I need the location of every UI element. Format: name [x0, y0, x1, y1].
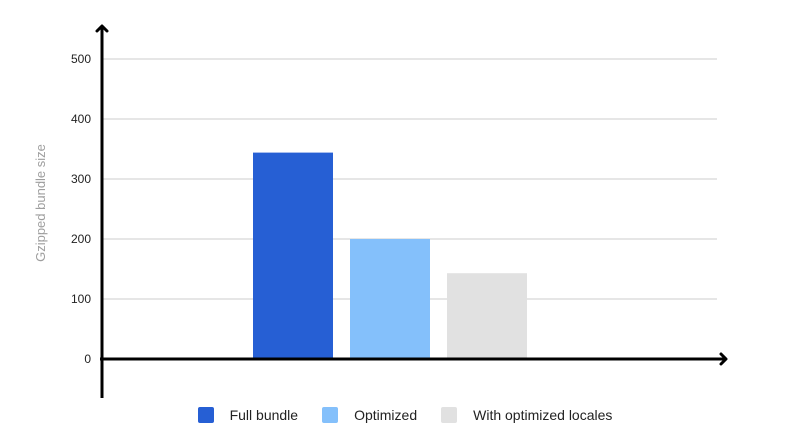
gridlines: [102, 58, 717, 300]
bar-with-optimized-locales: [447, 273, 527, 359]
bar-optimized: [350, 239, 430, 359]
y-tick-label: 500: [71, 52, 91, 66]
legend-item: With optimized locales: [441, 407, 612, 423]
axes: [95, 24, 728, 398]
y-axis-arrow-icon: [95, 24, 109, 33]
legend-item: Full bundle: [197, 407, 299, 423]
bar-full-bundle: [253, 152, 333, 359]
y-tick-label: 100: [71, 292, 91, 306]
legend: Full bundle Optimized With optimized local…: [0, 404, 810, 426]
legend-label: With optimized locales: [473, 407, 613, 423]
legend-swatch: [197, 407, 214, 423]
legend-swatch: [322, 407, 339, 423]
x-axis-arrow-icon: [719, 352, 728, 366]
y-tick-labels: 0 100 200 300 400 500: [71, 52, 91, 366]
y-tick-label: 200: [71, 232, 91, 246]
legend-swatch: [441, 407, 458, 423]
bars: [253, 152, 527, 359]
legend-item: Optimized: [322, 407, 417, 423]
y-tick-label: 0: [84, 352, 91, 366]
y-axis-title: Gzipped bundle size: [33, 144, 48, 262]
legend-label: Optimized: [354, 407, 418, 423]
y-tick-label: 400: [71, 112, 91, 126]
y-tick-label: 300: [71, 172, 91, 186]
legend-label: Full bundle: [229, 407, 299, 423]
